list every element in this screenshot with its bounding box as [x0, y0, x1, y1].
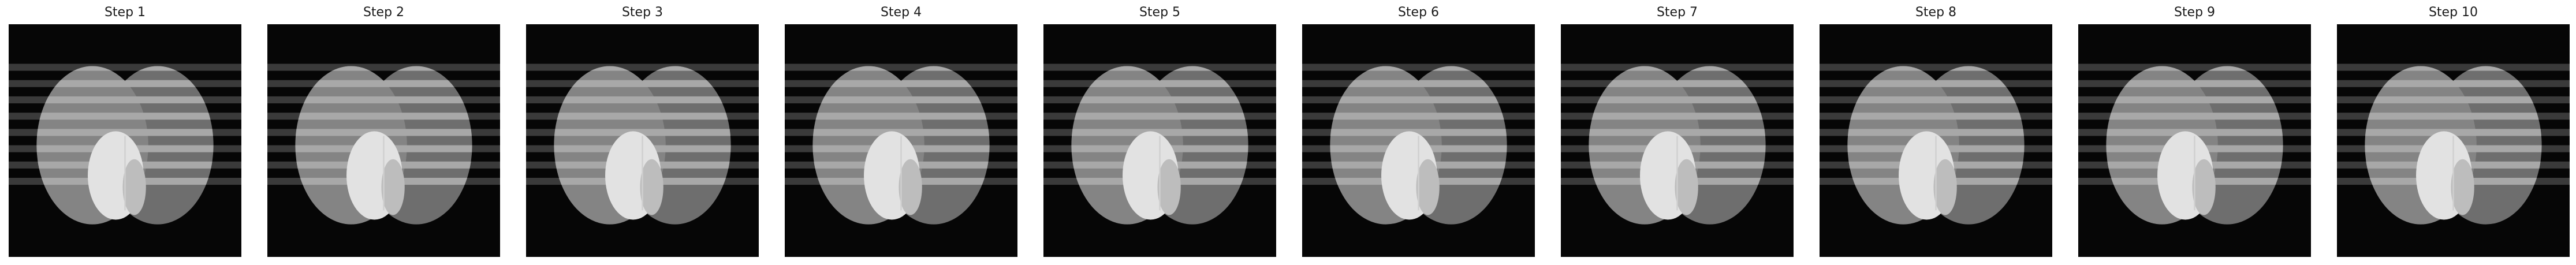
inner-ellipse	[1933, 159, 1957, 215]
step-panel: Step 7	[1561, 0, 1794, 265]
phantom-image	[2337, 24, 2570, 257]
step-panel: Step 1	[9, 0, 241, 265]
step-panel: Step 6	[1302, 0, 1535, 265]
panel-title: Step 4	[880, 5, 922, 20]
panel-title: Step 1	[104, 5, 146, 20]
phantom-image	[1561, 24, 1794, 257]
panel-title: Step 10	[2428, 5, 2478, 20]
phantom-image	[1302, 24, 1535, 257]
step-panel: Step 9	[2078, 0, 2311, 265]
phantom-image	[1043, 24, 1276, 257]
panel-title: Step 7	[1656, 5, 1698, 20]
step-panel: Step 2	[267, 0, 500, 265]
inner-ellipse	[1675, 159, 1698, 215]
inner-ellipse	[2451, 159, 2474, 215]
inner-ellipse	[2192, 159, 2216, 215]
inner-ellipse	[122, 159, 146, 215]
step-panel: Step 3	[526, 0, 759, 265]
inner-ellipse	[381, 159, 405, 215]
step-panel: Step 10	[2337, 0, 2570, 265]
panel-title: Step 3	[621, 5, 663, 20]
panel-title: Step 8	[1915, 5, 1957, 20]
phantom-image	[267, 24, 500, 257]
inner-ellipse	[899, 159, 922, 215]
inner-ellipse	[1416, 159, 1440, 215]
step-panel: Step 8	[1820, 0, 2052, 265]
step-panel: Step 5	[1043, 0, 1276, 265]
panel-title: Step 2	[363, 5, 405, 20]
panel-title: Step 5	[1139, 5, 1181, 20]
phantom-image	[9, 24, 241, 257]
lobe-stripes	[1071, 66, 1248, 185]
panel-title: Step 9	[2174, 5, 2216, 20]
step-panel: Step 4	[785, 0, 1017, 265]
phantom-image	[1820, 24, 2052, 257]
inner-ellipse	[640, 159, 663, 215]
inner-ellipse	[1157, 159, 1181, 215]
phantom-image	[2078, 24, 2311, 257]
panel-title: Step 6	[1397, 5, 1440, 20]
phantom-image	[526, 24, 759, 257]
phantom-image	[785, 24, 1017, 257]
